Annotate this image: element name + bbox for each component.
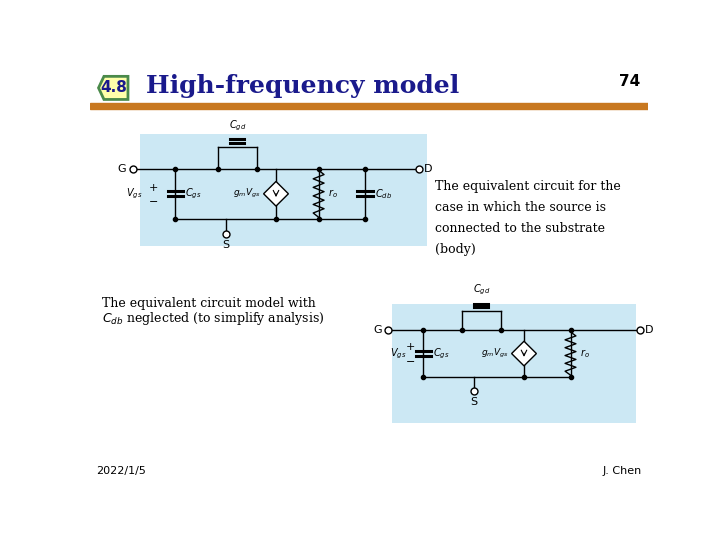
Text: G: G (374, 326, 382, 335)
Text: $V_{gs}$: $V_{gs}$ (390, 346, 406, 361)
Bar (90, 103, 648, 109)
Text: $C_{db}$: $C_{db}$ (375, 187, 392, 201)
Text: 74: 74 (619, 74, 640, 89)
Text: $g_m V_{gs}$: $g_m V_{gs}$ (233, 187, 261, 200)
Text: $-$: $-$ (148, 195, 158, 205)
Text: G: G (118, 164, 127, 174)
Text: The equivalent circuit model with: The equivalent circuit model with (102, 297, 315, 310)
Text: $C_{gd}$: $C_{gd}$ (228, 118, 246, 132)
Text: $r_o$: $r_o$ (328, 187, 338, 200)
Text: $-$: $-$ (405, 355, 415, 365)
Text: The equivalent circuit for the
case in which the source is
connected to the subs: The equivalent circuit for the case in w… (435, 180, 621, 256)
Text: 4.8: 4.8 (101, 80, 127, 96)
Text: $g_m V_{gs}$: $g_m V_{gs}$ (481, 347, 508, 360)
Text: High-frequency model: High-frequency model (145, 75, 459, 98)
Text: J. Chen: J. Chen (603, 467, 642, 476)
Bar (140, 134, 427, 246)
Polygon shape (99, 76, 128, 99)
Text: $C_{gs}$: $C_{gs}$ (185, 187, 202, 201)
Text: $V_{gs}$: $V_{gs}$ (126, 187, 143, 201)
Text: S: S (470, 397, 477, 407)
Text: $C_{gd}$: $C_{gd}$ (472, 282, 490, 296)
Text: S: S (222, 240, 229, 251)
Bar (90, 65, 648, 103)
Text: D: D (645, 326, 654, 335)
Text: 2022/1/5: 2022/1/5 (96, 467, 146, 476)
Text: D: D (424, 164, 433, 174)
Polygon shape (264, 181, 289, 206)
Bar (392, 303, 636, 423)
Text: $C_{gs}$: $C_{gs}$ (433, 346, 450, 361)
Text: +: + (149, 183, 158, 193)
Polygon shape (512, 341, 536, 366)
Text: +: + (406, 342, 415, 353)
Text: $r_o$: $r_o$ (580, 347, 590, 360)
Text: $C_{db}$ neglected (to simplify analysis): $C_{db}$ neglected (to simplify analysis… (102, 310, 324, 327)
